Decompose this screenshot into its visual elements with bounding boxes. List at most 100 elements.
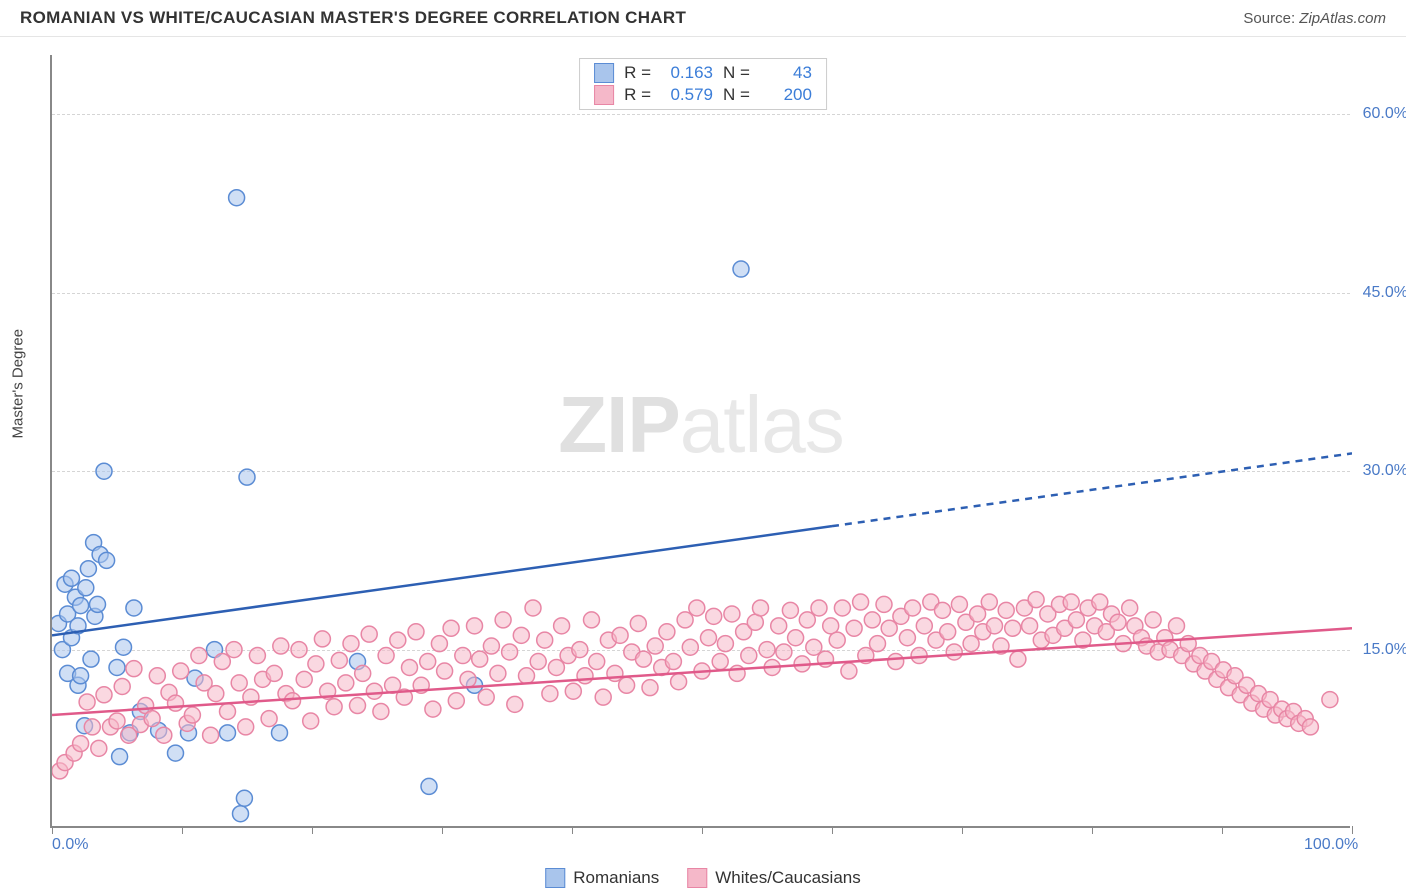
scatter-point <box>112 749 128 765</box>
scatter-point <box>741 648 757 664</box>
scatter-point <box>249 648 265 664</box>
scatter-point <box>513 627 529 643</box>
scatter-point <box>1169 618 1185 634</box>
scatter-point <box>630 615 646 631</box>
scatter-point <box>981 594 997 610</box>
scatter-point <box>272 725 288 741</box>
scatter-point <box>220 703 236 719</box>
scatter-point <box>759 642 775 658</box>
scatter-point <box>314 631 330 647</box>
series-legend-item: Romanians <box>545 868 659 888</box>
chart-plot-area: ZIPatlas 15.0%30.0%45.0%60.0%0.0%100.0% <box>50 55 1350 828</box>
scatter-point <box>799 612 815 628</box>
scatter-point <box>864 612 880 628</box>
scatter-point <box>951 596 967 612</box>
source-label: Source: <box>1243 10 1295 27</box>
scatter-point <box>1122 600 1138 616</box>
scatter-point <box>589 654 605 670</box>
scatter-point <box>478 689 494 705</box>
scatter-point <box>168 745 184 761</box>
scatter-point <box>203 727 219 743</box>
scatter-point <box>168 695 184 711</box>
scatter-point <box>378 648 394 664</box>
legend-r-label: R = <box>624 85 651 105</box>
legend-n-value: 43 <box>760 63 812 83</box>
scatter-point <box>373 703 389 719</box>
scatter-point <box>126 600 142 616</box>
scatter-point <box>1028 592 1044 608</box>
scatter-point <box>970 606 986 622</box>
scatter-point <box>612 627 628 643</box>
scatter-point <box>1022 618 1038 634</box>
scatter-point <box>834 600 850 616</box>
scatter-point <box>619 677 635 693</box>
scatter-point <box>116 639 132 655</box>
scatter-point <box>64 570 80 586</box>
legend-r-value: 0.579 <box>661 85 713 105</box>
scatter-point <box>1092 594 1108 610</box>
scatter-point <box>554 618 570 634</box>
scatter-point <box>460 671 476 687</box>
trend-line-dashed <box>832 453 1352 526</box>
scatter-point <box>876 596 892 612</box>
scatter-point <box>96 687 112 703</box>
scatter-point <box>916 618 932 634</box>
scatter-point <box>502 644 518 660</box>
scatter-point <box>483 638 499 654</box>
scatter-point <box>109 659 125 675</box>
scatter-point <box>291 642 307 658</box>
scatter-point <box>421 778 437 794</box>
scatter-point <box>73 598 89 614</box>
series-legend-label: Whites/Caucasians <box>715 868 861 888</box>
scatter-point <box>998 602 1014 618</box>
scatter-point <box>495 612 511 628</box>
scatter-point <box>665 654 681 670</box>
scatter-point <box>829 632 845 648</box>
scatter-point <box>84 719 100 735</box>
scatter-point <box>425 701 441 717</box>
scatter-point <box>220 725 236 741</box>
scatter-point <box>366 683 382 699</box>
scatter-point <box>231 675 247 691</box>
scatter-point <box>584 612 600 628</box>
scatter-point <box>448 693 464 709</box>
scatter-point <box>595 689 611 705</box>
scatter-point <box>806 639 822 655</box>
scatter-point <box>946 644 962 660</box>
scatter-point <box>940 624 956 640</box>
legend-swatch-icon <box>594 63 614 83</box>
scatter-point <box>91 740 107 756</box>
scatter-point <box>73 736 89 752</box>
scatter-point <box>636 651 652 667</box>
scatter-point <box>226 642 242 658</box>
x-tick-label: 0.0% <box>52 836 88 854</box>
scatter-point <box>881 620 897 636</box>
scatter-point <box>390 632 406 648</box>
scatter-point <box>437 663 453 679</box>
y-tick-label: 60.0% <box>1363 105 1406 123</box>
scatter-point <box>144 711 160 727</box>
scatter-point <box>1302 719 1318 735</box>
y-tick-label: 15.0% <box>1363 641 1406 659</box>
scatter-point <box>308 656 324 672</box>
scatter-point <box>233 806 249 822</box>
scatter-point <box>888 654 904 670</box>
scatter-point <box>99 552 115 568</box>
scatter-point <box>79 694 95 710</box>
legend-r-label: R = <box>624 63 651 83</box>
scatter-point <box>987 618 1003 634</box>
scatter-point <box>788 630 804 646</box>
source-attribution: Source: ZipAtlas.com <box>1243 10 1386 27</box>
y-tick-label: 30.0% <box>1363 462 1406 480</box>
scatter-point <box>350 698 366 714</box>
scatter-point <box>149 668 165 684</box>
scatter-point <box>443 620 459 636</box>
scatter-point <box>701 630 717 646</box>
chart-header: ROMANIAN VS WHITE/CAUCASIAN MASTER'S DEG… <box>0 0 1406 37</box>
scatter-point <box>811 600 827 616</box>
scatter-point <box>239 469 255 485</box>
legend-r-value: 0.163 <box>661 63 713 83</box>
scatter-point <box>355 665 371 681</box>
scatter-point <box>905 600 921 616</box>
scatter-point <box>853 594 869 610</box>
